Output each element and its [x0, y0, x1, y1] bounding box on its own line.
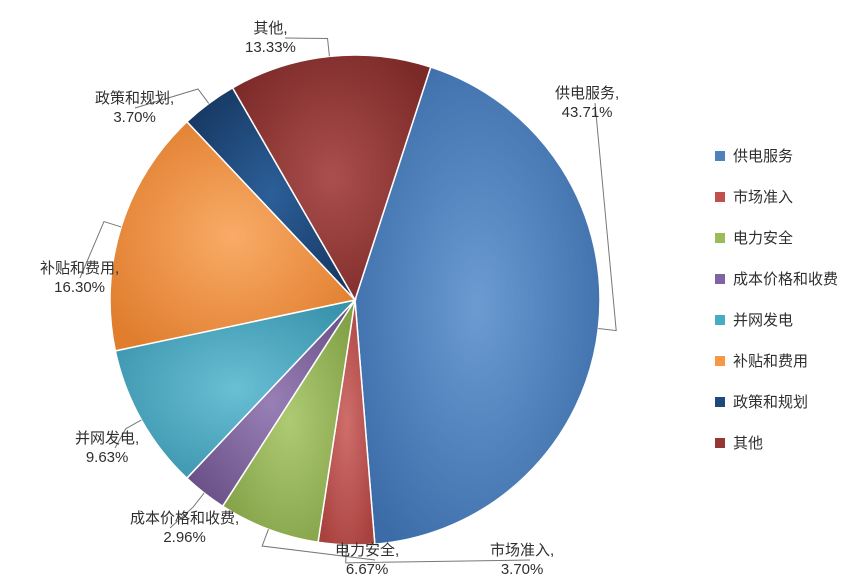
leader-line-6 [135, 89, 209, 108]
legend-label-0: 供电服务 [733, 145, 793, 166]
legend-item-2: 电力安全 [715, 227, 838, 248]
legend-swatch-6 [715, 397, 725, 407]
legend-swatch-4 [715, 315, 725, 325]
legend-item-5: 补贴和费用 [715, 350, 838, 371]
legend-item-6: 政策和规划 [715, 391, 838, 412]
legend-label-2: 电力安全 [733, 227, 793, 248]
legend-label-3: 成本价格和收费 [733, 268, 838, 289]
legend-item-1: 市场准入 [715, 186, 838, 207]
pie-chart-container: 供电服务, 43.71% 市场准入, 3.70% 电力安全, 6.67% 成本价… [0, 0, 868, 587]
legend-swatch-5 [715, 356, 725, 366]
legend-item-7: 其他 [715, 432, 838, 453]
legend-label-7: 其他 [733, 432, 763, 453]
legend-label-1: 市场准入 [733, 186, 793, 207]
leader-line-7 [285, 38, 329, 56]
leader-line-3 [170, 493, 204, 528]
legend-label-5: 补贴和费用 [733, 350, 808, 371]
legend-swatch-1 [715, 192, 725, 202]
legend-swatch-7 [715, 438, 725, 448]
legend-swatch-3 [715, 274, 725, 284]
legend-label-4: 并网发电 [733, 309, 793, 330]
legend-item-4: 并网发电 [715, 309, 838, 330]
legend-swatch-2 [715, 233, 725, 243]
legend-label-6: 政策和规划 [733, 391, 808, 412]
legend-item-3: 成本价格和收费 [715, 268, 838, 289]
leader-line-4 [115, 420, 141, 448]
legend-swatch-0 [715, 151, 725, 161]
legend-item-0: 供电服务 [715, 145, 838, 166]
pie-slices [110, 55, 600, 545]
legend: 供电服务 市场准入 电力安全 成本价格和收费 并网发电 补贴和费用 政策和规划 [715, 145, 838, 473]
